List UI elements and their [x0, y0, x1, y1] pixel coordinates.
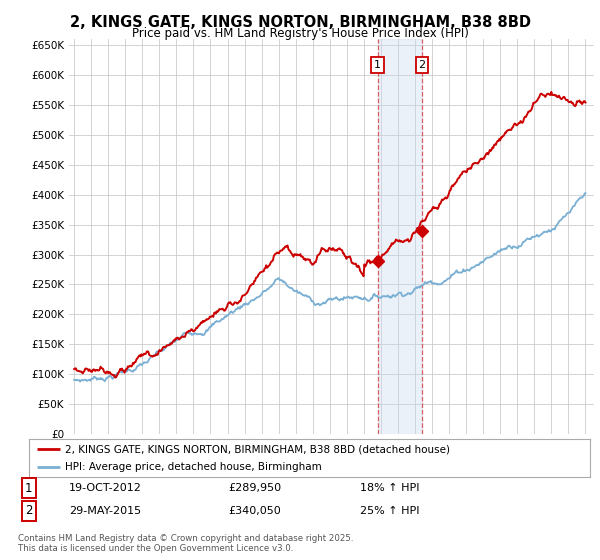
Text: 2: 2 [25, 504, 32, 517]
Text: Contains HM Land Registry data © Crown copyright and database right 2025.
This d: Contains HM Land Registry data © Crown c… [18, 534, 353, 553]
Text: HPI: Average price, detached house, Birmingham: HPI: Average price, detached house, Birm… [65, 462, 322, 472]
Text: 29-MAY-2015: 29-MAY-2015 [69, 506, 141, 516]
Text: 2: 2 [418, 60, 425, 70]
Text: £340,050: £340,050 [228, 506, 281, 516]
Bar [377, 39, 422, 434]
Text: 1: 1 [25, 482, 32, 495]
Text: 1: 1 [374, 60, 381, 70]
Text: £289,950: £289,950 [228, 483, 281, 493]
Text: 18% ↑ HPI: 18% ↑ HPI [360, 483, 419, 493]
Text: 25% ↑ HPI: 25% ↑ HPI [360, 506, 419, 516]
Text: Price paid vs. HM Land Registry's House Price Index (HPI): Price paid vs. HM Land Registry's House … [131, 27, 469, 40]
Text: 2, KINGS GATE, KINGS NORTON, BIRMINGHAM, B38 8BD: 2, KINGS GATE, KINGS NORTON, BIRMINGHAM,… [70, 15, 530, 30]
Text: 2, KINGS GATE, KINGS NORTON, BIRMINGHAM, B38 8BD (detached house): 2, KINGS GATE, KINGS NORTON, BIRMINGHAM,… [65, 444, 450, 454]
Text: 19-OCT-2012: 19-OCT-2012 [69, 483, 142, 493]
